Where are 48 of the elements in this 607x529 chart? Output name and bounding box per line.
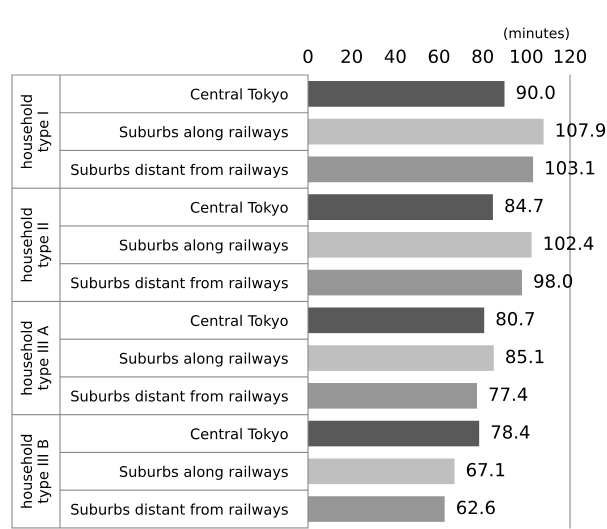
y-tick-label: Central Tokyo bbox=[190, 202, 288, 216]
y-tick-label: Suburbs along railways bbox=[120, 466, 288, 480]
bar bbox=[308, 308, 484, 334]
y-tick-label: Central Tokyo bbox=[190, 428, 288, 442]
x-tick-label: 100 bbox=[511, 50, 542, 64]
y-tick-label: Central Tokyo bbox=[190, 88, 288, 102]
text: household type III B bbox=[20, 434, 52, 508]
data-label: 62.6 bbox=[457, 500, 495, 514]
text: household type I bbox=[20, 95, 52, 168]
y-tick-label: Suburbs distant from railways bbox=[71, 504, 288, 518]
y-tick-label: Suburbs distant from railways bbox=[71, 164, 288, 178]
bar bbox=[308, 496, 445, 522]
data-label: 85.1 bbox=[506, 350, 544, 364]
bar bbox=[308, 458, 454, 484]
bar bbox=[308, 345, 494, 371]
bar bbox=[308, 194, 493, 220]
x-axis-title: (minutes) bbox=[504, 28, 569, 40]
bar bbox=[308, 232, 532, 258]
y-tick-label: Suburbs along railways bbox=[120, 126, 288, 140]
x-tick-label: 120 bbox=[554, 50, 586, 64]
y-tick-label: Suburbs distant from railways bbox=[71, 390, 288, 404]
y-tick-label: Suburbs along railways bbox=[120, 239, 288, 254]
bar bbox=[308, 420, 480, 446]
bar bbox=[308, 81, 504, 107]
data-label: 107.9 bbox=[556, 123, 606, 137]
data-label: 102.4 bbox=[544, 236, 594, 250]
data-label: 77.4 bbox=[490, 388, 528, 401]
data-label: 84.7 bbox=[505, 198, 543, 212]
y-tick-label: Central Tokyo bbox=[190, 314, 288, 329]
bar bbox=[308, 156, 534, 182]
x-tick-label: 0 bbox=[303, 50, 313, 64]
data-label: 78.4 bbox=[492, 425, 530, 439]
data-label: 80.7 bbox=[496, 312, 534, 326]
text: household type II bbox=[20, 208, 52, 282]
data-label: 90.0 bbox=[516, 85, 555, 100]
x-tick-label: 20 bbox=[342, 50, 362, 64]
text: household type III A bbox=[20, 322, 52, 394]
x-tick-label: 40 bbox=[384, 50, 406, 64]
data-label: 67.1 bbox=[466, 462, 504, 477]
y-tick-label: Suburbs distant from railways bbox=[71, 277, 288, 292]
data-label: 103.1 bbox=[546, 160, 594, 175]
x-tick-label: 80 bbox=[472, 50, 493, 64]
bar bbox=[308, 118, 544, 144]
data-label: 98.0 bbox=[534, 274, 572, 288]
y-tick-label: Suburbs along railways bbox=[120, 352, 288, 367]
x-tick-label: 60 bbox=[428, 50, 450, 64]
bar bbox=[308, 270, 522, 296]
bar bbox=[308, 383, 477, 409]
